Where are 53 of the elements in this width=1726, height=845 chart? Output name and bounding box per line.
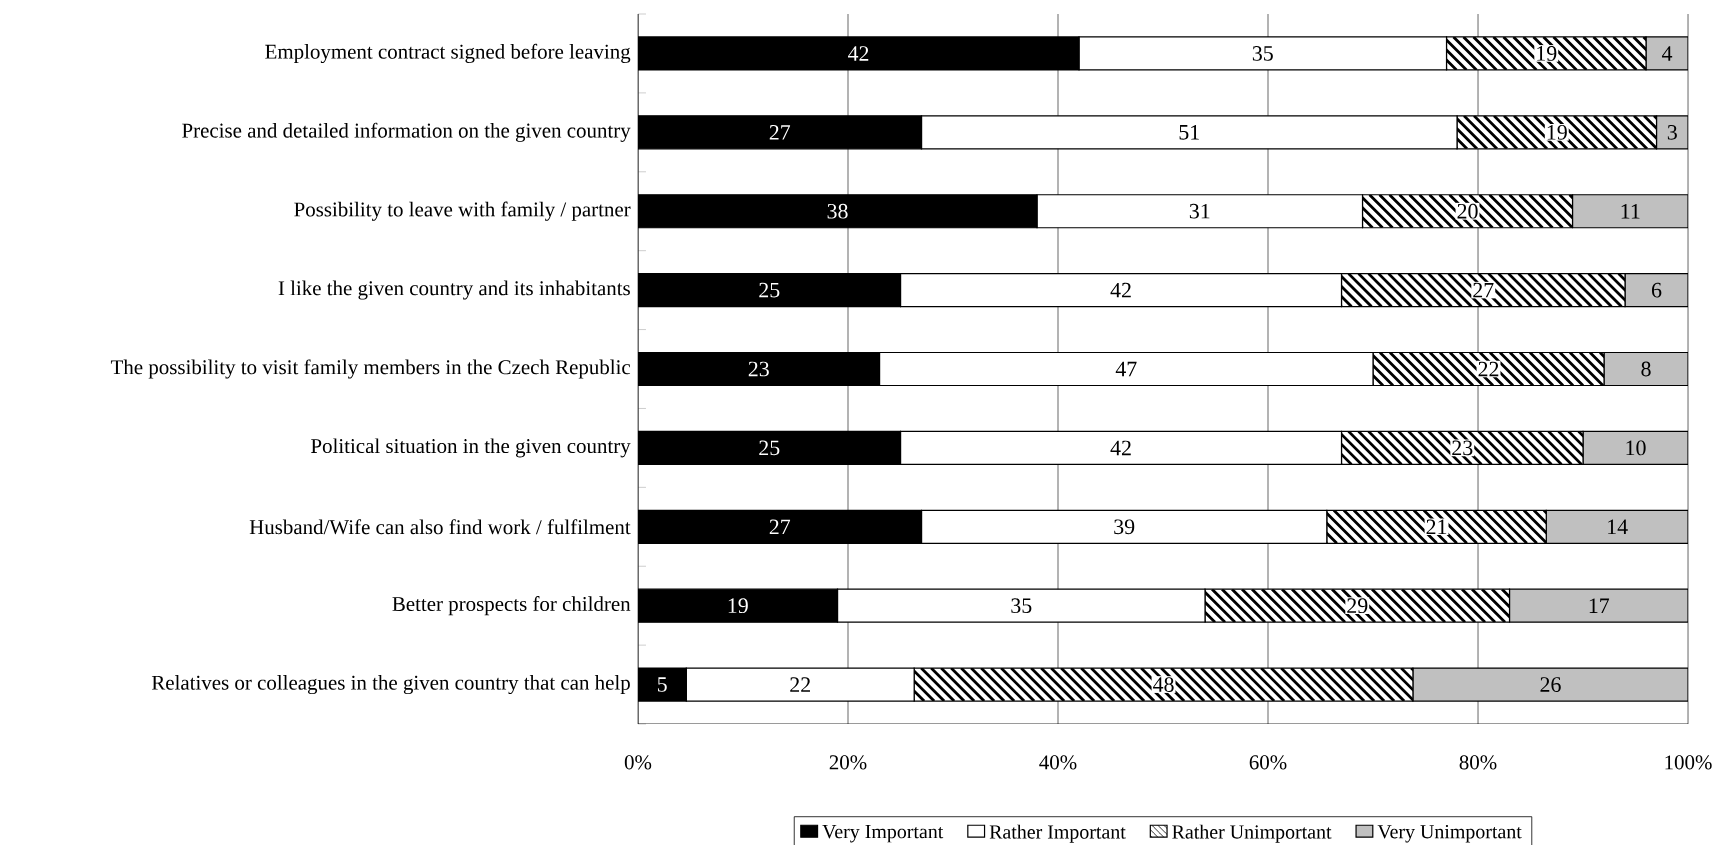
legend-label: Very Unimportant <box>1377 825 1522 843</box>
data-label: 5 <box>657 677 667 692</box>
data-label: 20 <box>1457 203 1478 219</box>
data-label: 23 <box>1452 440 1473 456</box>
data-label: 27 <box>769 519 791 535</box>
data-label: 42 <box>847 46 869 61</box>
data-label: 39 <box>1114 519 1135 535</box>
y-tick-label: Relatives or colleagues in the given country that can help <box>151 675 630 695</box>
data-label: 35 <box>1011 598 1032 614</box>
data-label: 38 <box>827 203 848 219</box>
x-tick-label: 0% <box>624 755 652 770</box>
data-label: 27 <box>1473 282 1494 298</box>
data-label: 31 <box>1189 203 1210 219</box>
x-tick-label: 100% <box>1665 755 1712 770</box>
data-label: 14 <box>1608 519 1628 535</box>
data-label: 42 <box>1110 282 1131 298</box>
data-label: 3 <box>1667 124 1677 140</box>
data-label: 22 <box>1478 361 1499 377</box>
legend-label: Very Important <box>822 825 944 843</box>
y-tick-label: I like the given country and its inhabitants <box>278 280 630 300</box>
data-label: 4 <box>1661 46 1673 61</box>
data-label: 47 <box>1115 361 1137 377</box>
data-label: 42 <box>1110 440 1131 456</box>
data-label: 26 <box>1540 677 1561 692</box>
data-label: 22 <box>790 677 810 692</box>
x-tick-label: 20% <box>829 755 867 770</box>
data-label: 35 <box>1252 46 1273 61</box>
x-tick-label: 80% <box>1459 755 1497 770</box>
legend-label: Rather Unimportant <box>1172 824 1332 843</box>
data-label: 21 <box>1426 519 1447 535</box>
x-tick-label: 60% <box>1249 755 1287 770</box>
y-tick-label: Political situation in the given country <box>311 438 631 458</box>
data-label: 23 <box>748 361 769 377</box>
data-label: 48 <box>1153 677 1174 692</box>
data-label: 25 <box>759 440 780 456</box>
y-tick-label: Precise and detailed information on the given country <box>182 122 631 142</box>
data-label: 6 <box>1651 282 1662 298</box>
y-tick-label: Better prospects for children <box>392 596 631 616</box>
data-label: 11 <box>1621 203 1640 219</box>
data-label: 29 <box>1347 598 1368 614</box>
data-label: 8 <box>1641 361 1651 377</box>
data-label: 27 <box>769 125 791 140</box>
x-tick-label: 40% <box>1039 755 1077 770</box>
legend-label: Rather Important <box>989 824 1126 843</box>
y-tick-label: Possibility to leave with family / partner <box>294 201 631 221</box>
y-tick-label: Employment contract signed before leaving <box>265 43 631 64</box>
y-tick-label: The possibility to visit family members in the Czech Republic <box>110 359 631 379</box>
data-label: 51 <box>1179 124 1199 140</box>
data-label: 25 <box>759 282 780 298</box>
data-label: 17 <box>1589 598 1610 613</box>
y-tick-label: Husband/Wife can also find work / fulfilment <box>249 519 631 535</box>
data-label: 19 <box>728 598 748 614</box>
data-label: 10 <box>1626 440 1646 456</box>
